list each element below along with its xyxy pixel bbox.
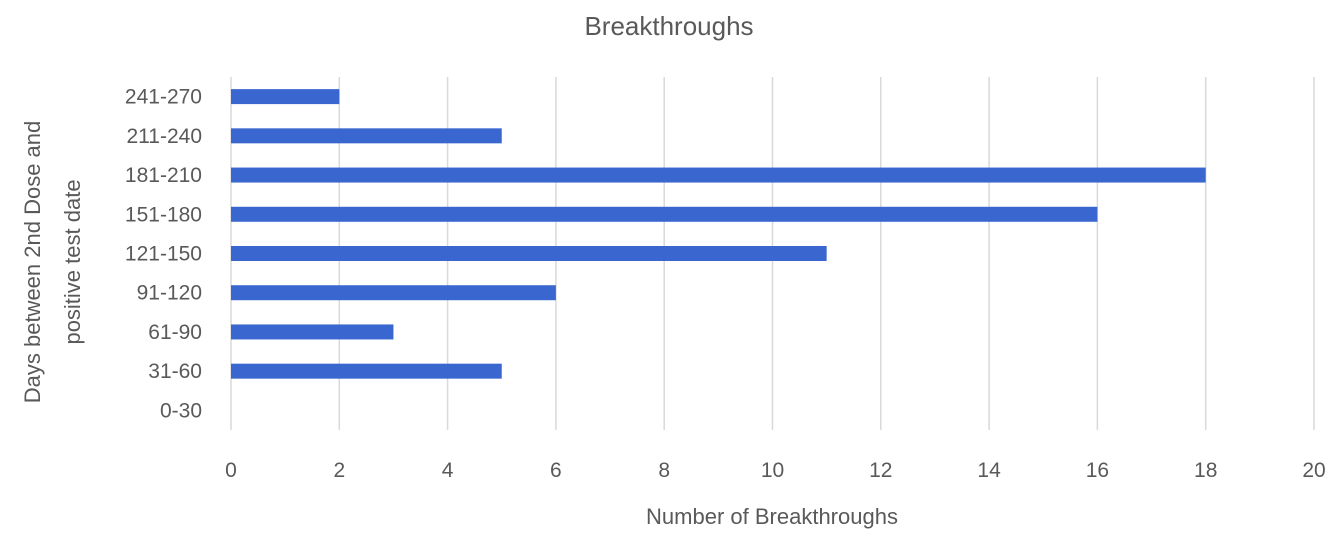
x-tick-label: 18 bbox=[1194, 459, 1217, 482]
y-axis-title: Days between 2nd Dose and positive test … bbox=[20, 121, 85, 404]
x-axis-title: Number of Breakthroughs bbox=[646, 504, 898, 529]
chart-title: Breakthroughs bbox=[584, 11, 753, 41]
x-tick-label: 6 bbox=[550, 459, 562, 482]
x-tick-label: 10 bbox=[761, 459, 784, 482]
x-tick-label: 4 bbox=[442, 459, 454, 482]
x-tick-label: 14 bbox=[977, 459, 1001, 482]
bar-241-270 bbox=[231, 89, 339, 104]
x-tick-label: 16 bbox=[1086, 459, 1109, 482]
y-tick-label: 61-90 bbox=[148, 321, 202, 344]
bars bbox=[231, 89, 1206, 379]
x-tick-label: 12 bbox=[869, 459, 892, 482]
y-tick-label: 91-120 bbox=[137, 282, 202, 305]
y-tick-label: 31-60 bbox=[148, 360, 202, 383]
y-tick-label: 0-30 bbox=[160, 399, 202, 422]
x-tick-label: 8 bbox=[658, 459, 670, 482]
x-axis-ticks: 0 2 4 6 8 10 12 14 16 18 20 bbox=[225, 459, 1326, 482]
y-axis-title-line-1: Days between 2nd Dose and bbox=[20, 121, 45, 404]
bar-181-210 bbox=[231, 168, 1206, 183]
bar-151-180 bbox=[231, 207, 1097, 222]
y-axis-title-line-2: positive test date bbox=[60, 179, 85, 344]
bar-211-240 bbox=[231, 128, 502, 143]
y-tick-label: 181-210 bbox=[125, 164, 202, 187]
x-tick-label: 0 bbox=[225, 459, 237, 482]
y-tick-label: 211-240 bbox=[126, 125, 202, 148]
x-tick-label: 20 bbox=[1302, 459, 1325, 482]
bar-121-150 bbox=[231, 246, 827, 261]
x-tick-label: 2 bbox=[333, 459, 345, 482]
bar-31-60 bbox=[231, 364, 502, 379]
bar-61-90 bbox=[231, 324, 393, 339]
y-tick-label: 121-150 bbox=[125, 243, 202, 266]
y-tick-label: 241-270 bbox=[125, 86, 202, 109]
y-axis-ticks: 0-30 31-60 61-90 91-120 121-150 151-180 181-21… bbox=[125, 86, 202, 423]
bar-91-120 bbox=[231, 285, 556, 300]
y-tick-label: 151-180 bbox=[125, 203, 202, 226]
